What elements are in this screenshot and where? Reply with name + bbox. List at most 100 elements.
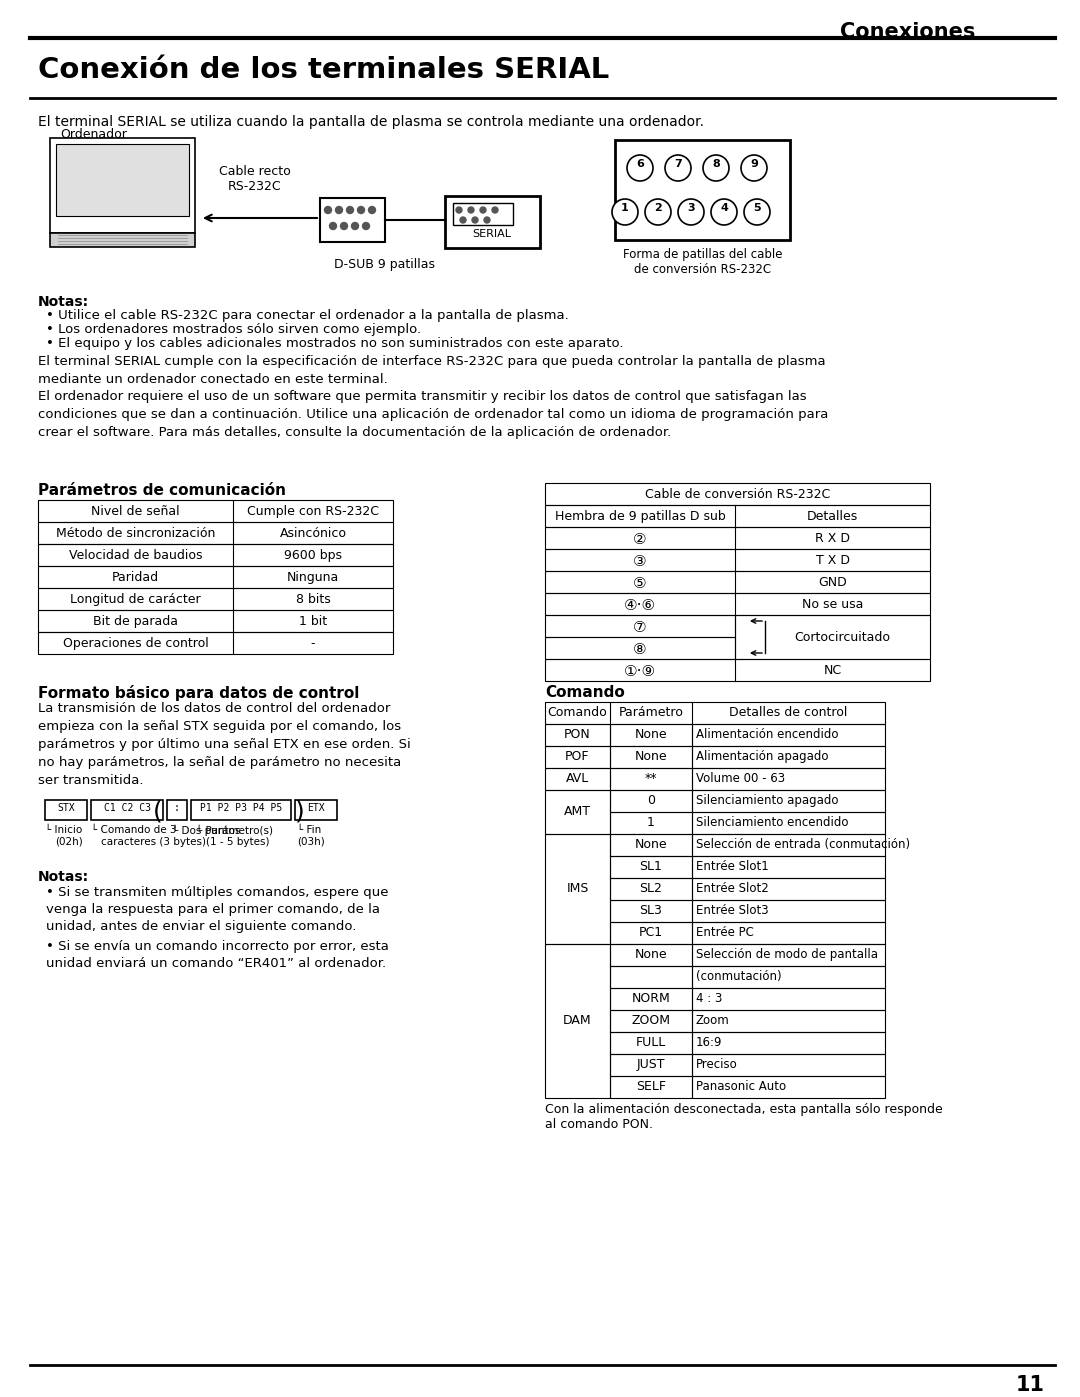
Text: 7: 7	[674, 159, 681, 169]
Text: La transmisión de los datos de control del ordenador
empieza con la señal STX se: La transmisión de los datos de control d…	[38, 703, 410, 787]
Text: No se usa: No se usa	[801, 598, 863, 610]
Text: D-SUB 9 patillas: D-SUB 9 patillas	[335, 258, 435, 271]
Text: 4: 4	[720, 203, 728, 212]
Bar	[615, 140, 789, 240]
Bar	[545, 834, 610, 944]
Circle shape	[484, 217, 490, 224]
Bar	[38, 566, 393, 588]
Text: Forma de patillas del cable
de conversión RS-232C: Forma de patillas del cable de conversió…	[623, 249, 783, 277]
Text: PC1: PC1	[639, 926, 663, 939]
Text: NORM: NORM	[632, 992, 671, 1004]
Text: JUST: JUST	[637, 1058, 665, 1071]
Text: Paridad: Paridad	[112, 571, 159, 584]
Text: AMT: AMT	[564, 805, 591, 819]
Circle shape	[711, 198, 737, 225]
Text: • Si se transmiten múltiples comandos, espere que
venga la respuesta para el pri: • Si se transmiten múltiples comandos, e…	[46, 886, 389, 933]
Bar	[545, 592, 930, 615]
Circle shape	[744, 198, 770, 225]
Circle shape	[329, 222, 337, 229]
Bar	[545, 659, 930, 680]
Bar	[610, 944, 692, 965]
Text: SELF: SELF	[636, 1080, 666, 1092]
Text: 8: 8	[712, 159, 720, 169]
Text: PON: PON	[564, 728, 591, 740]
Text: • Los ordenadores mostrados sólo sirven como ejemplo.: • Los ordenadores mostrados sólo sirven …	[46, 323, 421, 337]
Bar	[610, 1032, 692, 1053]
Bar	[545, 504, 930, 527]
Text: None: None	[635, 949, 667, 961]
Bar	[38, 588, 393, 610]
Bar	[692, 856, 885, 877]
Text: Bit de parada: Bit de parada	[93, 615, 178, 629]
Text: └ Parámetro(s): └ Parámetro(s)	[195, 826, 273, 835]
Text: C1 C2 C3: C1 C2 C3	[104, 803, 150, 813]
Bar	[610, 922, 692, 944]
Circle shape	[741, 155, 767, 182]
Text: Silenciamiento apagado: Silenciamiento apagado	[696, 793, 838, 807]
Bar	[692, 965, 885, 988]
Text: Silenciamiento encendido: Silenciamiento encendido	[696, 816, 849, 828]
Text: SL3: SL3	[639, 904, 662, 916]
Text: IMS: IMS	[566, 882, 589, 895]
Bar	[692, 724, 885, 746]
Text: -: -	[311, 637, 315, 650]
Text: Cable de conversión RS-232C: Cable de conversión RS-232C	[645, 488, 831, 502]
Text: Método de sincronización: Método de sincronización	[56, 527, 215, 541]
Text: Volume 00 - 63: Volume 00 - 63	[696, 773, 785, 785]
Text: ③: ③	[633, 555, 647, 569]
Text: ZOOM: ZOOM	[632, 1014, 671, 1027]
Text: (: (	[153, 799, 163, 823]
Text: Notas:: Notas:	[38, 295, 90, 309]
Bar	[50, 233, 195, 247]
Text: Operaciones de control: Operaciones de control	[63, 637, 208, 650]
Circle shape	[645, 198, 671, 225]
Bar	[45, 800, 87, 820]
Bar	[610, 834, 692, 856]
Text: ④·⑥: ④·⑥	[624, 598, 656, 613]
Bar	[38, 631, 393, 654]
Text: DAM: DAM	[563, 1014, 592, 1027]
Bar	[692, 944, 885, 965]
Circle shape	[324, 207, 332, 214]
Text: Cumple con RS-232C: Cumple con RS-232C	[247, 504, 379, 518]
Text: Preciso: Preciso	[696, 1058, 738, 1071]
Bar	[50, 138, 195, 233]
Circle shape	[357, 207, 365, 214]
Text: Notas:: Notas:	[38, 870, 90, 884]
Text: 9: 9	[751, 159, 758, 169]
Text: POF: POF	[565, 750, 590, 763]
Circle shape	[368, 207, 376, 214]
Text: :: :	[174, 803, 180, 813]
Text: T X D: T X D	[815, 555, 850, 567]
Text: 5: 5	[753, 203, 760, 212]
Text: None: None	[635, 728, 667, 740]
Text: 4 : 3: 4 : 3	[696, 992, 723, 1004]
Text: 3: 3	[687, 203, 694, 212]
Bar	[191, 800, 291, 820]
Bar	[545, 768, 610, 789]
Bar	[545, 483, 930, 504]
Text: P1 P2 P3 P4 P5: P1 P2 P3 P4 P5	[200, 803, 282, 813]
Bar	[692, 768, 885, 789]
Text: El ordenador requiere el uso de un software que permita transmitir y recibir los: El ordenador requiere el uso de un softw…	[38, 390, 828, 439]
Text: Panasonic Auto: Panasonic Auto	[696, 1080, 786, 1092]
Text: Conexiones: Conexiones	[840, 22, 975, 42]
Text: • Utilice el cable RS-232C para conectar el ordenador a la pantalla de plasma.: • Utilice el cable RS-232C para conectar…	[46, 309, 569, 321]
Bar	[610, 900, 692, 922]
Text: 1: 1	[647, 816, 654, 828]
Circle shape	[703, 155, 729, 182]
Bar	[692, 922, 885, 944]
Text: Cortocircuitado: Cortocircuitado	[795, 631, 891, 644]
Text: ⑤: ⑤	[633, 576, 647, 591]
Text: 6: 6	[636, 159, 644, 169]
Bar	[692, 988, 885, 1010]
Text: (1 - 5 bytes): (1 - 5 bytes)	[206, 837, 270, 847]
Text: Velocidad de baudios: Velocidad de baudios	[69, 549, 202, 562]
Text: SL1: SL1	[639, 861, 662, 873]
Circle shape	[665, 155, 691, 182]
Circle shape	[351, 222, 359, 229]
Text: Parámetro: Parámetro	[619, 705, 684, 719]
Circle shape	[472, 217, 478, 224]
Text: ②: ②	[633, 532, 647, 548]
Bar	[692, 746, 885, 768]
